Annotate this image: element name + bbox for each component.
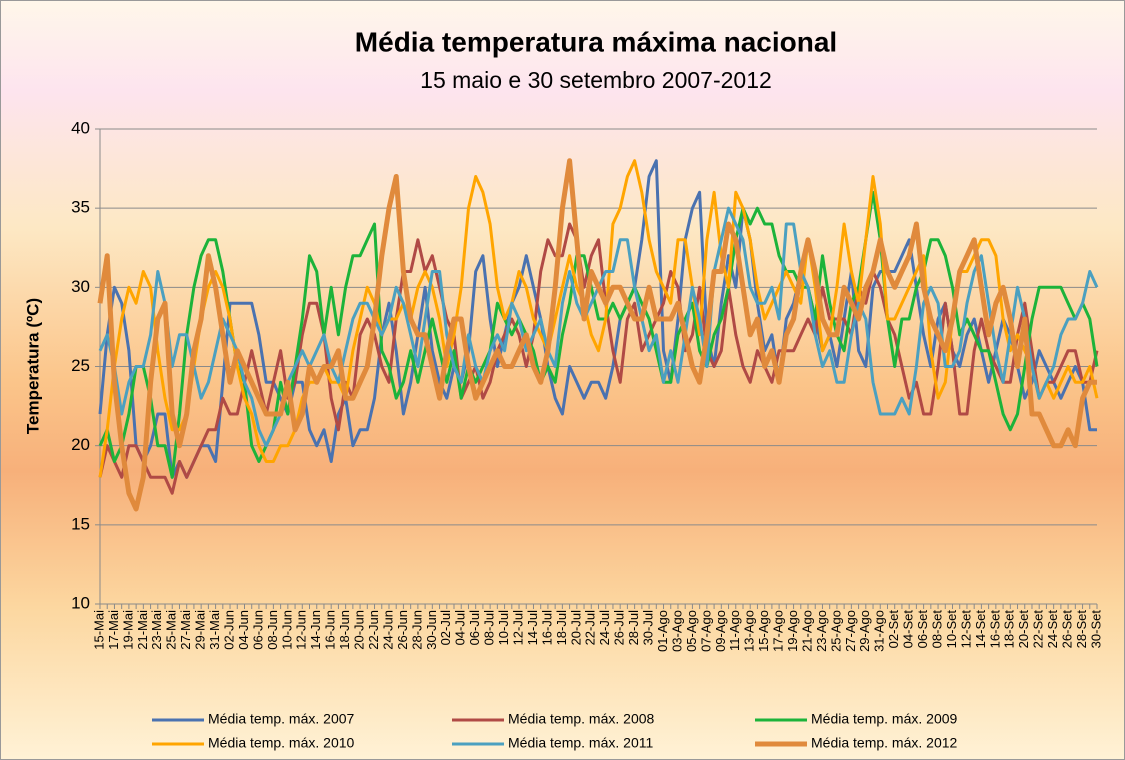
- x-tick-label: 18-Set: [1002, 610, 1017, 649]
- x-tick-label: 15-Ago: [756, 610, 771, 652]
- x-tick-label: 26-Jul: [612, 610, 627, 646]
- y-tick-label: 15: [71, 514, 90, 533]
- x-tick-label: 22-Set: [1031, 610, 1046, 649]
- x-tick-label: 02-Jun: [221, 610, 236, 650]
- x-tick-label: 11-Ago: [727, 610, 742, 651]
- x-tick-label: 15-Mai: [91, 610, 106, 650]
- x-tick-label: 14-Set: [973, 610, 988, 649]
- x-tick-label: 28-Set: [1074, 610, 1089, 649]
- x-tick-label: 23-Ago: [814, 610, 829, 652]
- legend-label: Média temp. máx. 2010: [208, 735, 355, 751]
- x-tick-label: 30-Jul: [641, 610, 656, 646]
- x-tick-label: 30-Jun: [424, 610, 439, 650]
- x-tick-label: 22-Jul: [583, 610, 598, 646]
- x-tick-label: 01-Ago: [655, 610, 670, 652]
- x-tick-label: 10-Jun: [279, 610, 294, 650]
- y-tick-label: 35: [71, 198, 90, 217]
- x-tick-label: 04-Jun: [236, 610, 251, 650]
- x-tick-label: 08-Jul: [482, 610, 497, 646]
- x-tick-label: 19-Mai: [120, 610, 135, 650]
- x-tick-label: 14-Jun: [308, 610, 323, 650]
- x-tick-label: 24-Jul: [597, 610, 612, 646]
- chart-subtitle: 15 maio e 30 setembro 2007-2012: [420, 67, 772, 93]
- x-tick-label: 04-Set: [901, 610, 916, 649]
- x-tick-label: 12-Jun: [294, 610, 309, 650]
- x-tick-label: 22-Jun: [366, 610, 381, 650]
- x-tick-label: 16-Jul: [539, 610, 554, 646]
- x-tick-label: 25-Ago: [828, 610, 843, 652]
- x-tick-label: 14-Jul: [525, 610, 540, 646]
- x-tick-label: 29-Ago: [857, 610, 872, 652]
- x-tick-label: 18-Jun: [337, 610, 352, 650]
- x-tick-label: 21-Ago: [799, 610, 814, 652]
- x-tick-label: 18-Jul: [554, 610, 569, 646]
- x-tick-label: 17-Ago: [771, 610, 786, 652]
- x-tick-label: 29-Mai: [193, 610, 208, 650]
- x-tick-label: 31-Ago: [872, 610, 887, 652]
- x-tick-label: 10-Jul: [496, 610, 511, 646]
- x-tick-label: 30-Set: [1088, 610, 1103, 649]
- x-tick-label: 28-Jul: [626, 610, 641, 646]
- y-axis-label: Temperatura (ºC): [23, 298, 42, 434]
- x-tick-label: 17-Mai: [106, 610, 121, 650]
- x-tick-label: 21-Mai: [135, 610, 150, 650]
- x-tick-label: 06-Set: [915, 610, 930, 649]
- x-tick-label: 28-Jun: [409, 610, 424, 650]
- legend-label: Média temp. máx. 2008: [508, 711, 655, 727]
- x-tick-label: 04-Jul: [453, 610, 468, 646]
- x-tick-label: 06-Jul: [467, 610, 482, 646]
- legend-label: Média temp. máx. 2009: [811, 711, 958, 727]
- x-tick-label: 05-Ago: [684, 610, 699, 652]
- x-tick-label: 24-Set: [1045, 610, 1060, 649]
- x-tick-label: 08-Jun: [265, 610, 280, 650]
- chart-title: Média temperatura máxima nacional: [355, 26, 837, 57]
- x-tick-label: 02-Jul: [438, 610, 453, 646]
- x-tick-label: 26-Jun: [395, 610, 410, 650]
- x-tick-label: 19-Ago: [785, 610, 800, 652]
- x-tick-label: 31-Mai: [207, 610, 222, 650]
- x-tick-label: 13-Ago: [742, 610, 757, 652]
- y-tick-label: 20: [71, 435, 90, 454]
- x-tick-label: 16-Set: [987, 610, 1002, 649]
- x-tick-label: 25-Mai: [164, 610, 179, 650]
- x-tick-label: 26-Set: [1060, 610, 1075, 649]
- x-tick-label: 12-Jul: [510, 610, 525, 646]
- x-tick-label: 03-Ago: [669, 610, 684, 652]
- x-tick-label: 06-Jun: [250, 610, 265, 650]
- y-tick-label: 30: [71, 277, 90, 296]
- x-tick-label: 23-Mai: [149, 610, 164, 650]
- y-tick-label: 40: [71, 118, 90, 137]
- x-tick-label: 20-Jul: [568, 610, 583, 646]
- y-tick-label: 10: [71, 593, 90, 612]
- x-tick-label: 09-Ago: [713, 610, 728, 652]
- x-tick-label: 02-Set: [886, 610, 901, 649]
- series-line: [98, 159, 1097, 479]
- legend-label: Média temp. máx. 2012: [811, 735, 958, 751]
- legend-label: Média temp. máx. 2011: [508, 735, 653, 751]
- y-tick-label: 25: [71, 356, 90, 375]
- x-tick-label: 27-Mai: [178, 610, 193, 650]
- series-line: [97, 158, 1097, 512]
- x-tick-label: 20-Set: [1016, 610, 1031, 649]
- series-line: [98, 159, 1099, 478]
- x-tick-label: 07-Ago: [698, 610, 713, 652]
- x-tick-label: 27-Ago: [843, 610, 858, 652]
- x-tick-label: 08-Set: [929, 610, 944, 649]
- x-tick-label: 16-Jun: [323, 610, 338, 650]
- x-tick-label: 10-Set: [944, 610, 959, 649]
- x-tick-label: 12-Set: [958, 610, 973, 649]
- x-tick-label: 20-Jun: [352, 610, 367, 650]
- x-tick-label: 24-Jun: [380, 610, 395, 650]
- legend-label: Média temp. máx. 2007: [208, 711, 355, 727]
